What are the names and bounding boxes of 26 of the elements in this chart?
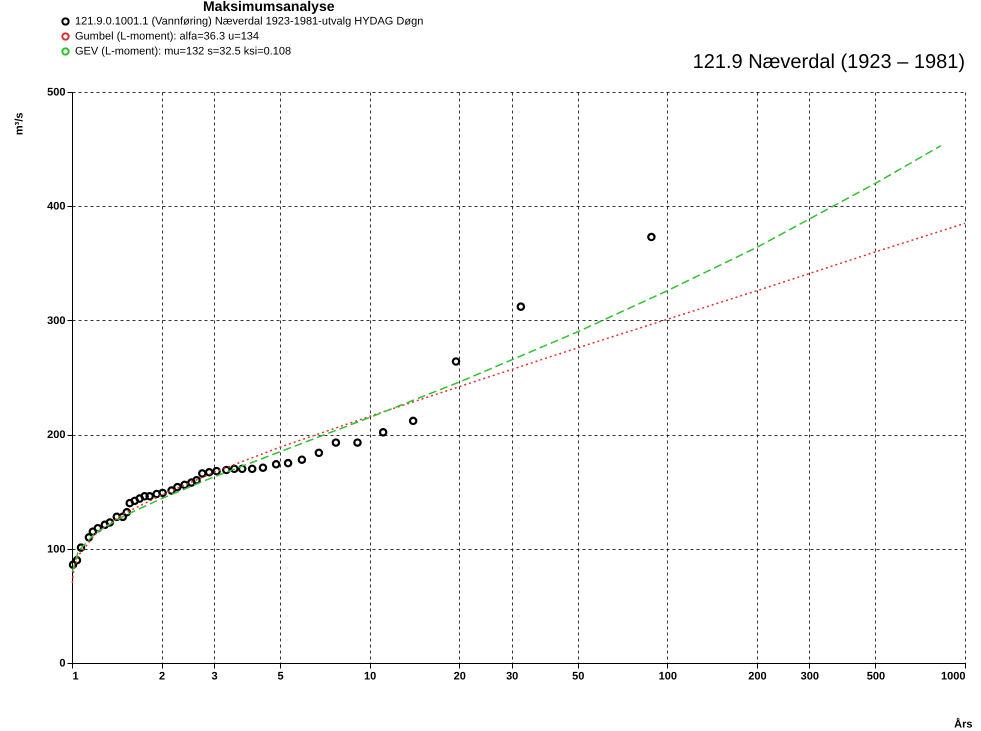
legend-label: Gumbel (L-moment): alfa=36.3 u=134 (75, 30, 260, 42)
x-tick-label: 2 (159, 670, 166, 682)
x-tick-label: 1 (72, 670, 79, 682)
text: 121.9 Næverdal (1923 – 1981) (692, 51, 965, 73)
x-tick-label: 20 (454, 670, 466, 682)
y-tick-label: 500 (47, 86, 66, 98)
x-tick-label: 300 (800, 670, 820, 682)
y-tick-label: 0 (59, 658, 66, 670)
x-tick-label: 30 (506, 670, 518, 682)
y-tick-label: 400 (47, 200, 66, 213)
legend-label: GEV (L-moment): mu=132 s=32.5 ksi=0.108 (75, 46, 292, 58)
x-tick-label: 3 (211, 670, 218, 682)
x-tick-label: 100 (658, 670, 678, 682)
x-tick-label: 5 (278, 670, 284, 682)
x-tick-label: 500 (866, 670, 886, 682)
y-tick-label: 300 (47, 314, 66, 327)
x-axis-title: Års (954, 718, 972, 730)
y-tick-label: 100 (47, 543, 66, 556)
x-tick-label: 200 (748, 670, 767, 682)
y-axis-title: m³/s (14, 112, 26, 136)
x-tick-label: 1000 (941, 670, 966, 682)
x-tick-label: 50 (572, 670, 584, 682)
x-tick-label: 10 (364, 670, 376, 682)
y-tick-label: 200 (47, 429, 66, 442)
chart-title: Maksimumsanalyse (203, 0, 335, 14)
legend-label: 121.9.0.1001.1 (Vannføring) Næverdal 1923-1981-utvalg HYDAG Døgn (75, 16, 424, 28)
